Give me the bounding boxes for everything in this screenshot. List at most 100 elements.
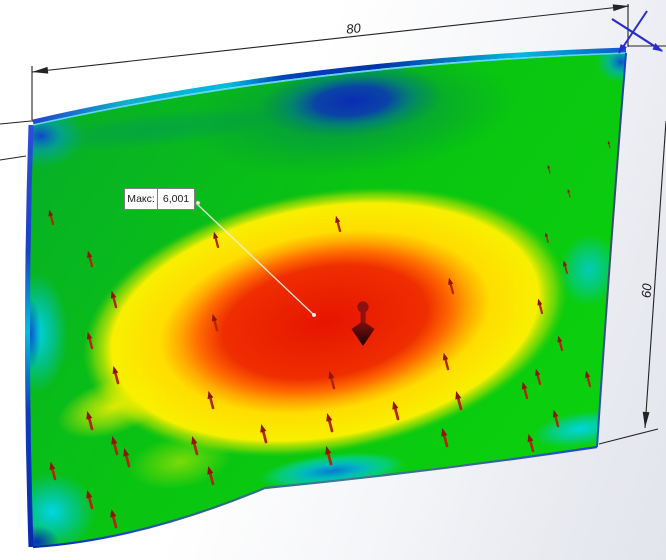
load-arrow-icon (521, 381, 529, 400)
load-arrow-head (87, 250, 93, 259)
dimension-width-label[interactable]: 80 (345, 20, 362, 37)
load-arrow-head (552, 409, 559, 418)
load-arrow-stem (442, 433, 449, 448)
extension-line-offscreen-2 (0, 155, 27, 161)
load-arrow-stem (214, 236, 220, 249)
load-arrow-icon (441, 428, 449, 448)
load-arrow-head (557, 335, 563, 343)
load-arrow-stem (327, 418, 334, 433)
load-arrow-icon (442, 352, 450, 371)
dimension-line-width (31, 5, 630, 73)
load-arrow-icon (213, 231, 220, 249)
load-arrow-head (207, 390, 214, 400)
load-arrow-stem (88, 336, 94, 350)
load-arrow-stem (538, 303, 544, 315)
load-arrow-stem (568, 191, 571, 198)
load-arrows-group (48, 140, 611, 529)
sketch-cross-arrowhead-1 (652, 43, 663, 52)
load-arrow-icon (260, 424, 268, 444)
extension-line-bottom-right (598, 428, 659, 445)
load-arrow-icon (552, 409, 560, 428)
load-arrow-head (112, 365, 119, 375)
load-arrow-icon (328, 370, 336, 390)
load-arrow-stem (112, 441, 119, 456)
load-arrow-icon (48, 209, 55, 226)
dim-arrowhead-bottom (642, 411, 650, 428)
load-arrow-stem (208, 471, 215, 486)
dimension-height (598, 45, 666, 445)
load-arrow-stem (548, 167, 551, 174)
max-callout-label: Макс: (127, 193, 155, 205)
load-arrow-stem (554, 414, 560, 428)
load-arrow-stem (336, 220, 342, 233)
load-arrow-head (111, 436, 118, 445)
load-arrow-icon (392, 401, 400, 421)
load-arrow-stem (192, 441, 199, 456)
plate-edges (25, 47, 627, 549)
leader-start-dot (195, 200, 201, 206)
load-arrow-head (328, 370, 335, 380)
load-arrow-head (392, 401, 399, 410)
load-arrow-icon (557, 335, 564, 352)
load-arrow-stem (564, 264, 568, 274)
load-arrow-stem (113, 371, 120, 385)
plate-top-edge-face (32, 47, 627, 125)
load-arrow-head (86, 411, 93, 420)
load-arrow-stem (87, 495, 94, 510)
load-arrow-head (86, 331, 93, 340)
max-location-pin (351, 301, 375, 346)
dimension-height-label[interactable]: 60 (639, 282, 655, 298)
load-arrow-stem (586, 375, 592, 388)
load-arrow-icon (535, 368, 542, 386)
load-arrow-head (325, 446, 332, 455)
load-arrow-head (123, 448, 130, 457)
plate-top-edge-highlight (32, 52, 627, 126)
load-arrow-stem (88, 255, 94, 268)
load-arrow-stem (456, 396, 463, 411)
load-arrow-head (585, 370, 591, 379)
load-arrow-icon (448, 277, 455, 295)
load-arrow-head (207, 466, 214, 475)
plate-surface (29, 53, 626, 547)
load-arrow-icon (111, 436, 119, 456)
load-arrow-head (441, 428, 448, 437)
load-arrow-icon (325, 446, 333, 466)
leader-end-dot (312, 313, 316, 317)
load-arrow-icon (326, 413, 334, 433)
load-arrow-icon (527, 433, 535, 453)
load-arrow-icon (547, 164, 551, 174)
load-arrow-head (191, 436, 198, 445)
load-arrow-head (544, 232, 549, 237)
load-arrow-stem (545, 235, 549, 243)
load-arrow-icon (87, 250, 94, 268)
load-arrow-head (547, 164, 551, 169)
load-arrow-head (213, 231, 219, 240)
max-value-callout[interactable]: Макс: 6,001 (124, 188, 195, 210)
load-arrow-icon (537, 298, 544, 315)
load-arrow-head (448, 277, 454, 286)
load-arrow-stem (608, 143, 611, 149)
load-arrow-head (442, 352, 449, 361)
contour-blob-right-edge-cyan (558, 234, 620, 306)
load-arrow-head (335, 215, 341, 224)
load-arrow-icon (335, 215, 342, 233)
load-arrow-head (110, 509, 117, 518)
load-arrow-head (49, 461, 56, 471)
load-arrow-icon (86, 490, 94, 510)
load-arrow-icon (207, 466, 215, 486)
dimension-line-height (644, 120, 666, 429)
load-arrow-head (607, 140, 611, 145)
load-arrow-stem (50, 467, 57, 481)
load-arrow-stem (112, 295, 118, 309)
plate-right-edge-face (596, 52, 627, 448)
contour-blob-corner-bottom-left-navy (29, 526, 59, 547)
load-arrow-stem (124, 453, 131, 468)
load-arrow-icon (86, 331, 94, 350)
load-arrow-icon (110, 290, 118, 309)
load-arrow-stem (536, 373, 542, 386)
load-arrow-stem (558, 340, 564, 352)
contour-blob-yellow-green-bottom-left (128, 434, 232, 490)
dimension-width (0, 4, 630, 161)
